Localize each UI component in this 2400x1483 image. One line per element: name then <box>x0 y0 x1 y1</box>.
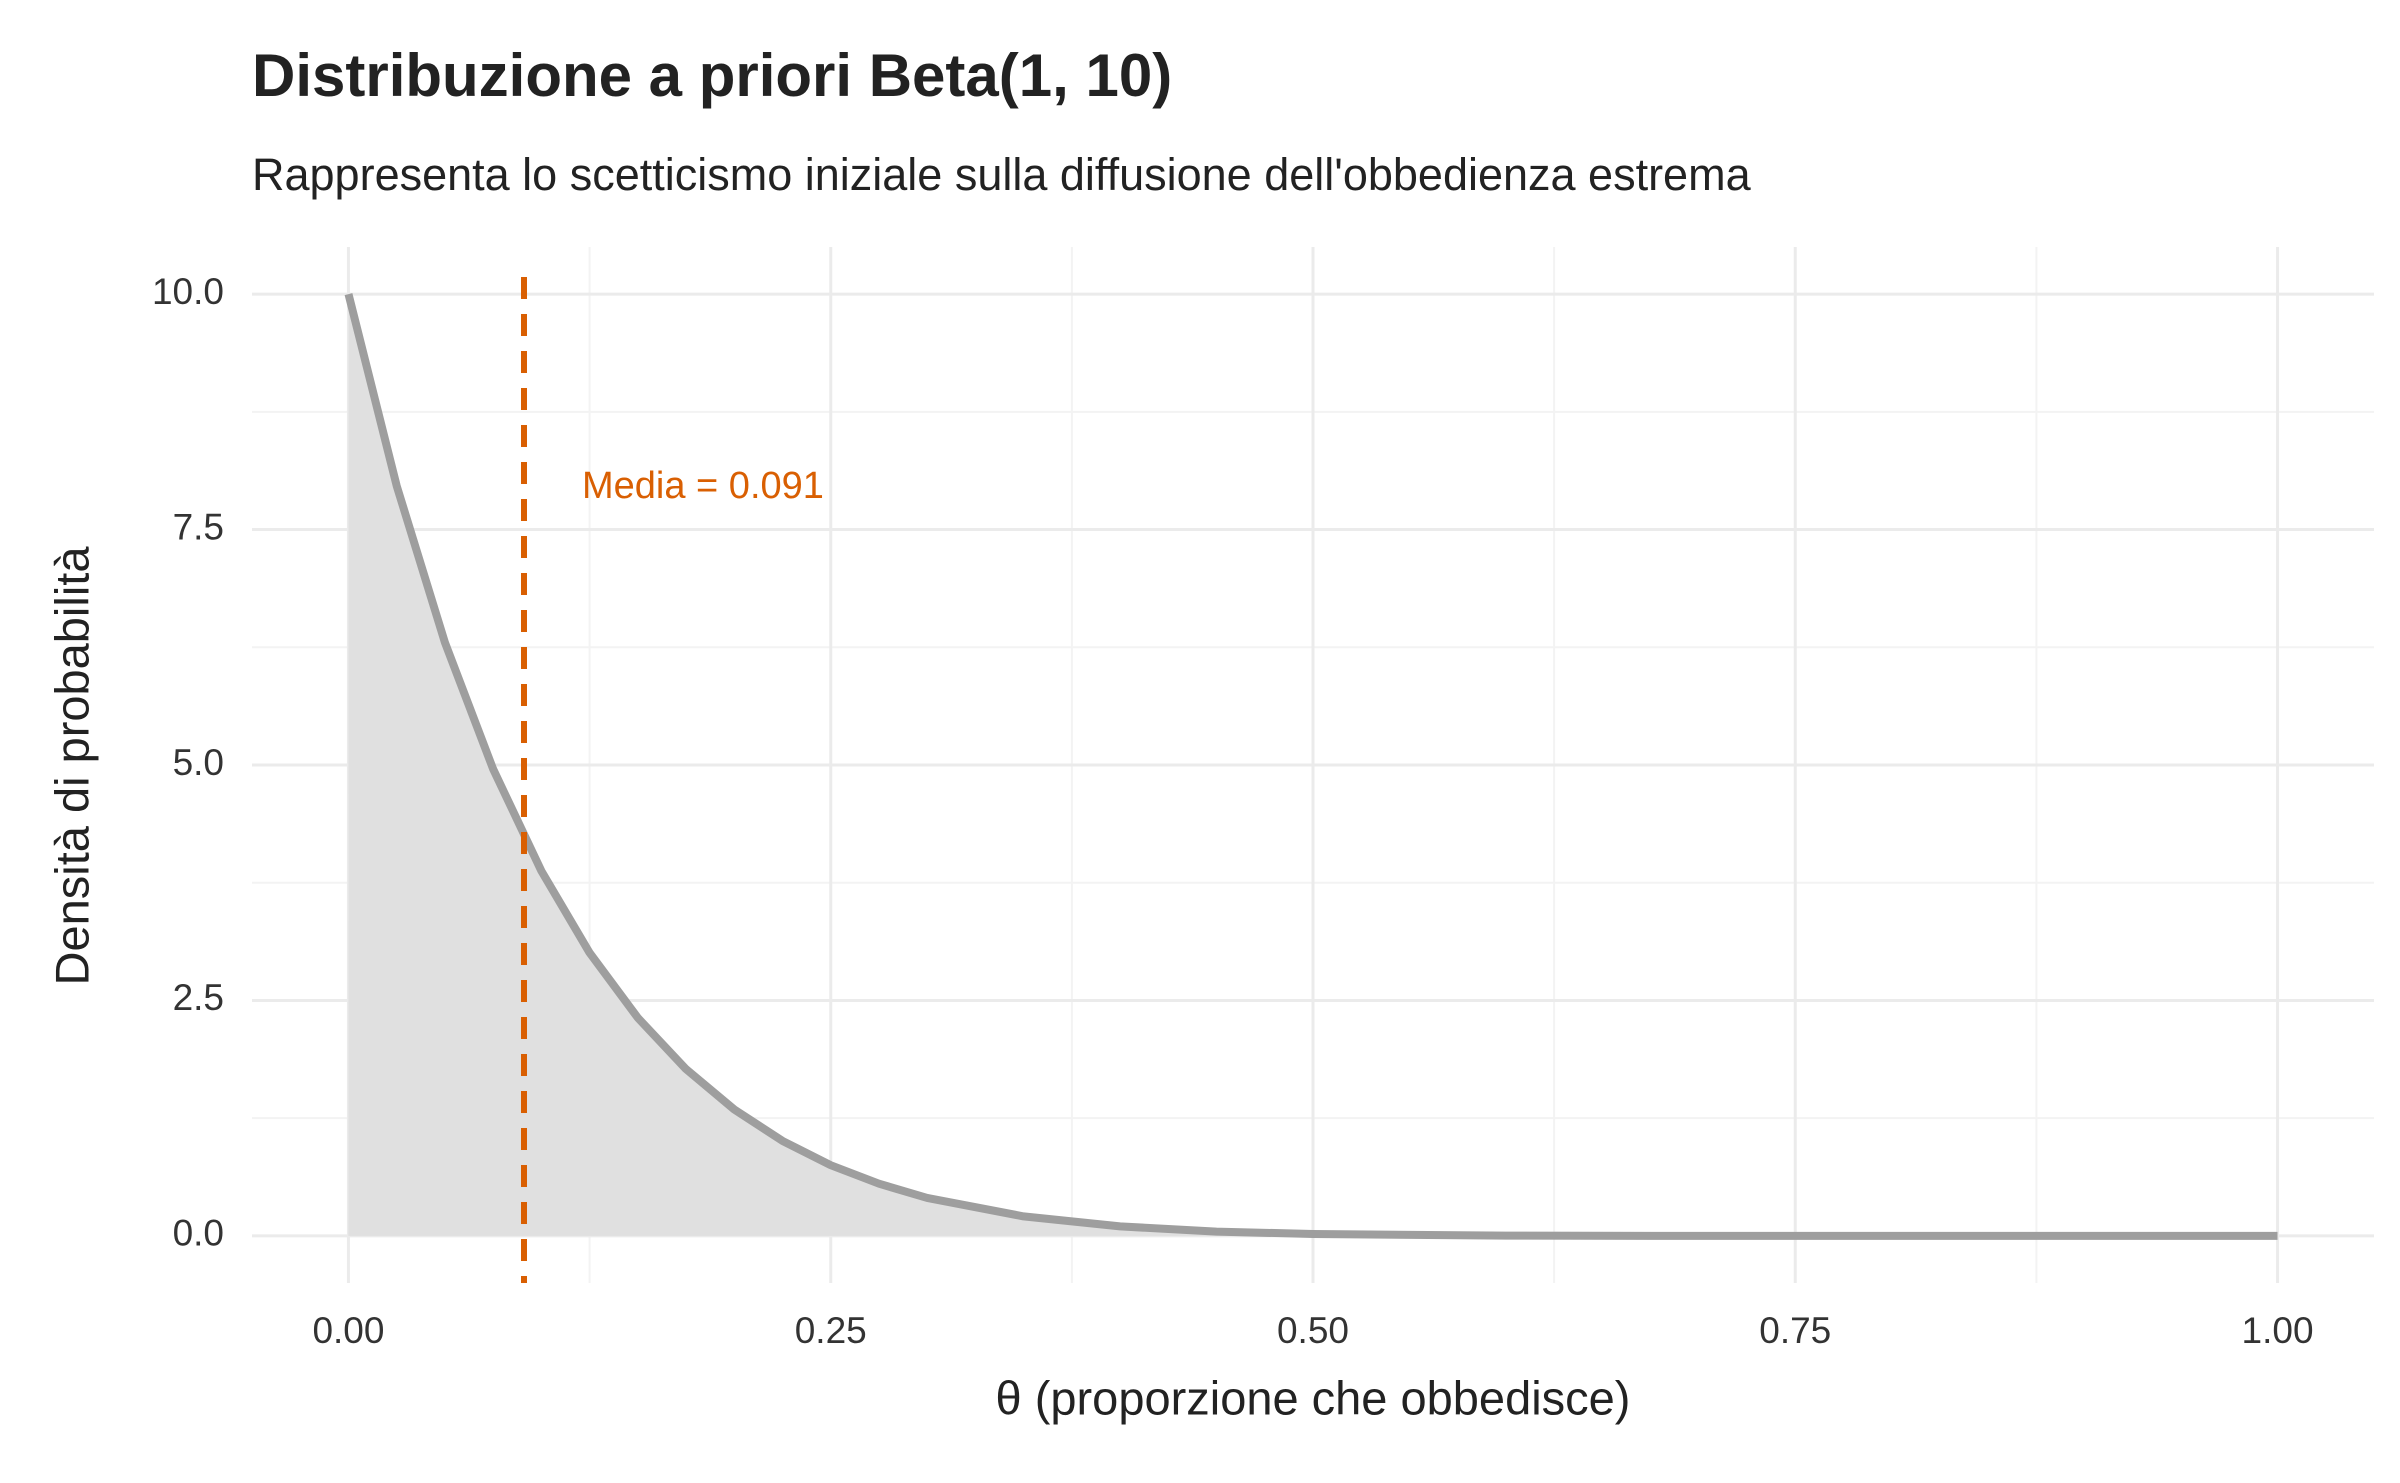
x-tick-label: 0.00 <box>312 1310 384 1351</box>
y-tick-label: 7.5 <box>173 506 224 547</box>
x-tick-label: 0.75 <box>1759 1310 1831 1351</box>
mean-annotation: Media = 0.091 <box>582 465 824 507</box>
x-tick-label: 1.00 <box>2242 1310 2314 1351</box>
y-tick-label: 2.5 <box>173 977 224 1018</box>
y-tick-label: 10.0 <box>152 271 224 312</box>
area <box>348 294 2278 1236</box>
y-axis-title: Densità di probabilità <box>45 546 98 986</box>
x-axis-title: θ (proporzione che obbedisce) <box>996 1371 1631 1424</box>
density-line <box>344 293 2278 1240</box>
chart-subtitle: Rappresenta lo scetticismo iniziale sull… <box>252 149 1752 200</box>
y-tick-label: 5.0 <box>173 742 224 783</box>
chart-title: Distribuzione a priori Beta(1, 10) <box>252 42 1172 109</box>
x-tick-label: 0.25 <box>795 1310 867 1351</box>
y-tick-label: 0.0 <box>173 1213 224 1254</box>
x-tick-label: 0.50 <box>1277 1310 1349 1351</box>
